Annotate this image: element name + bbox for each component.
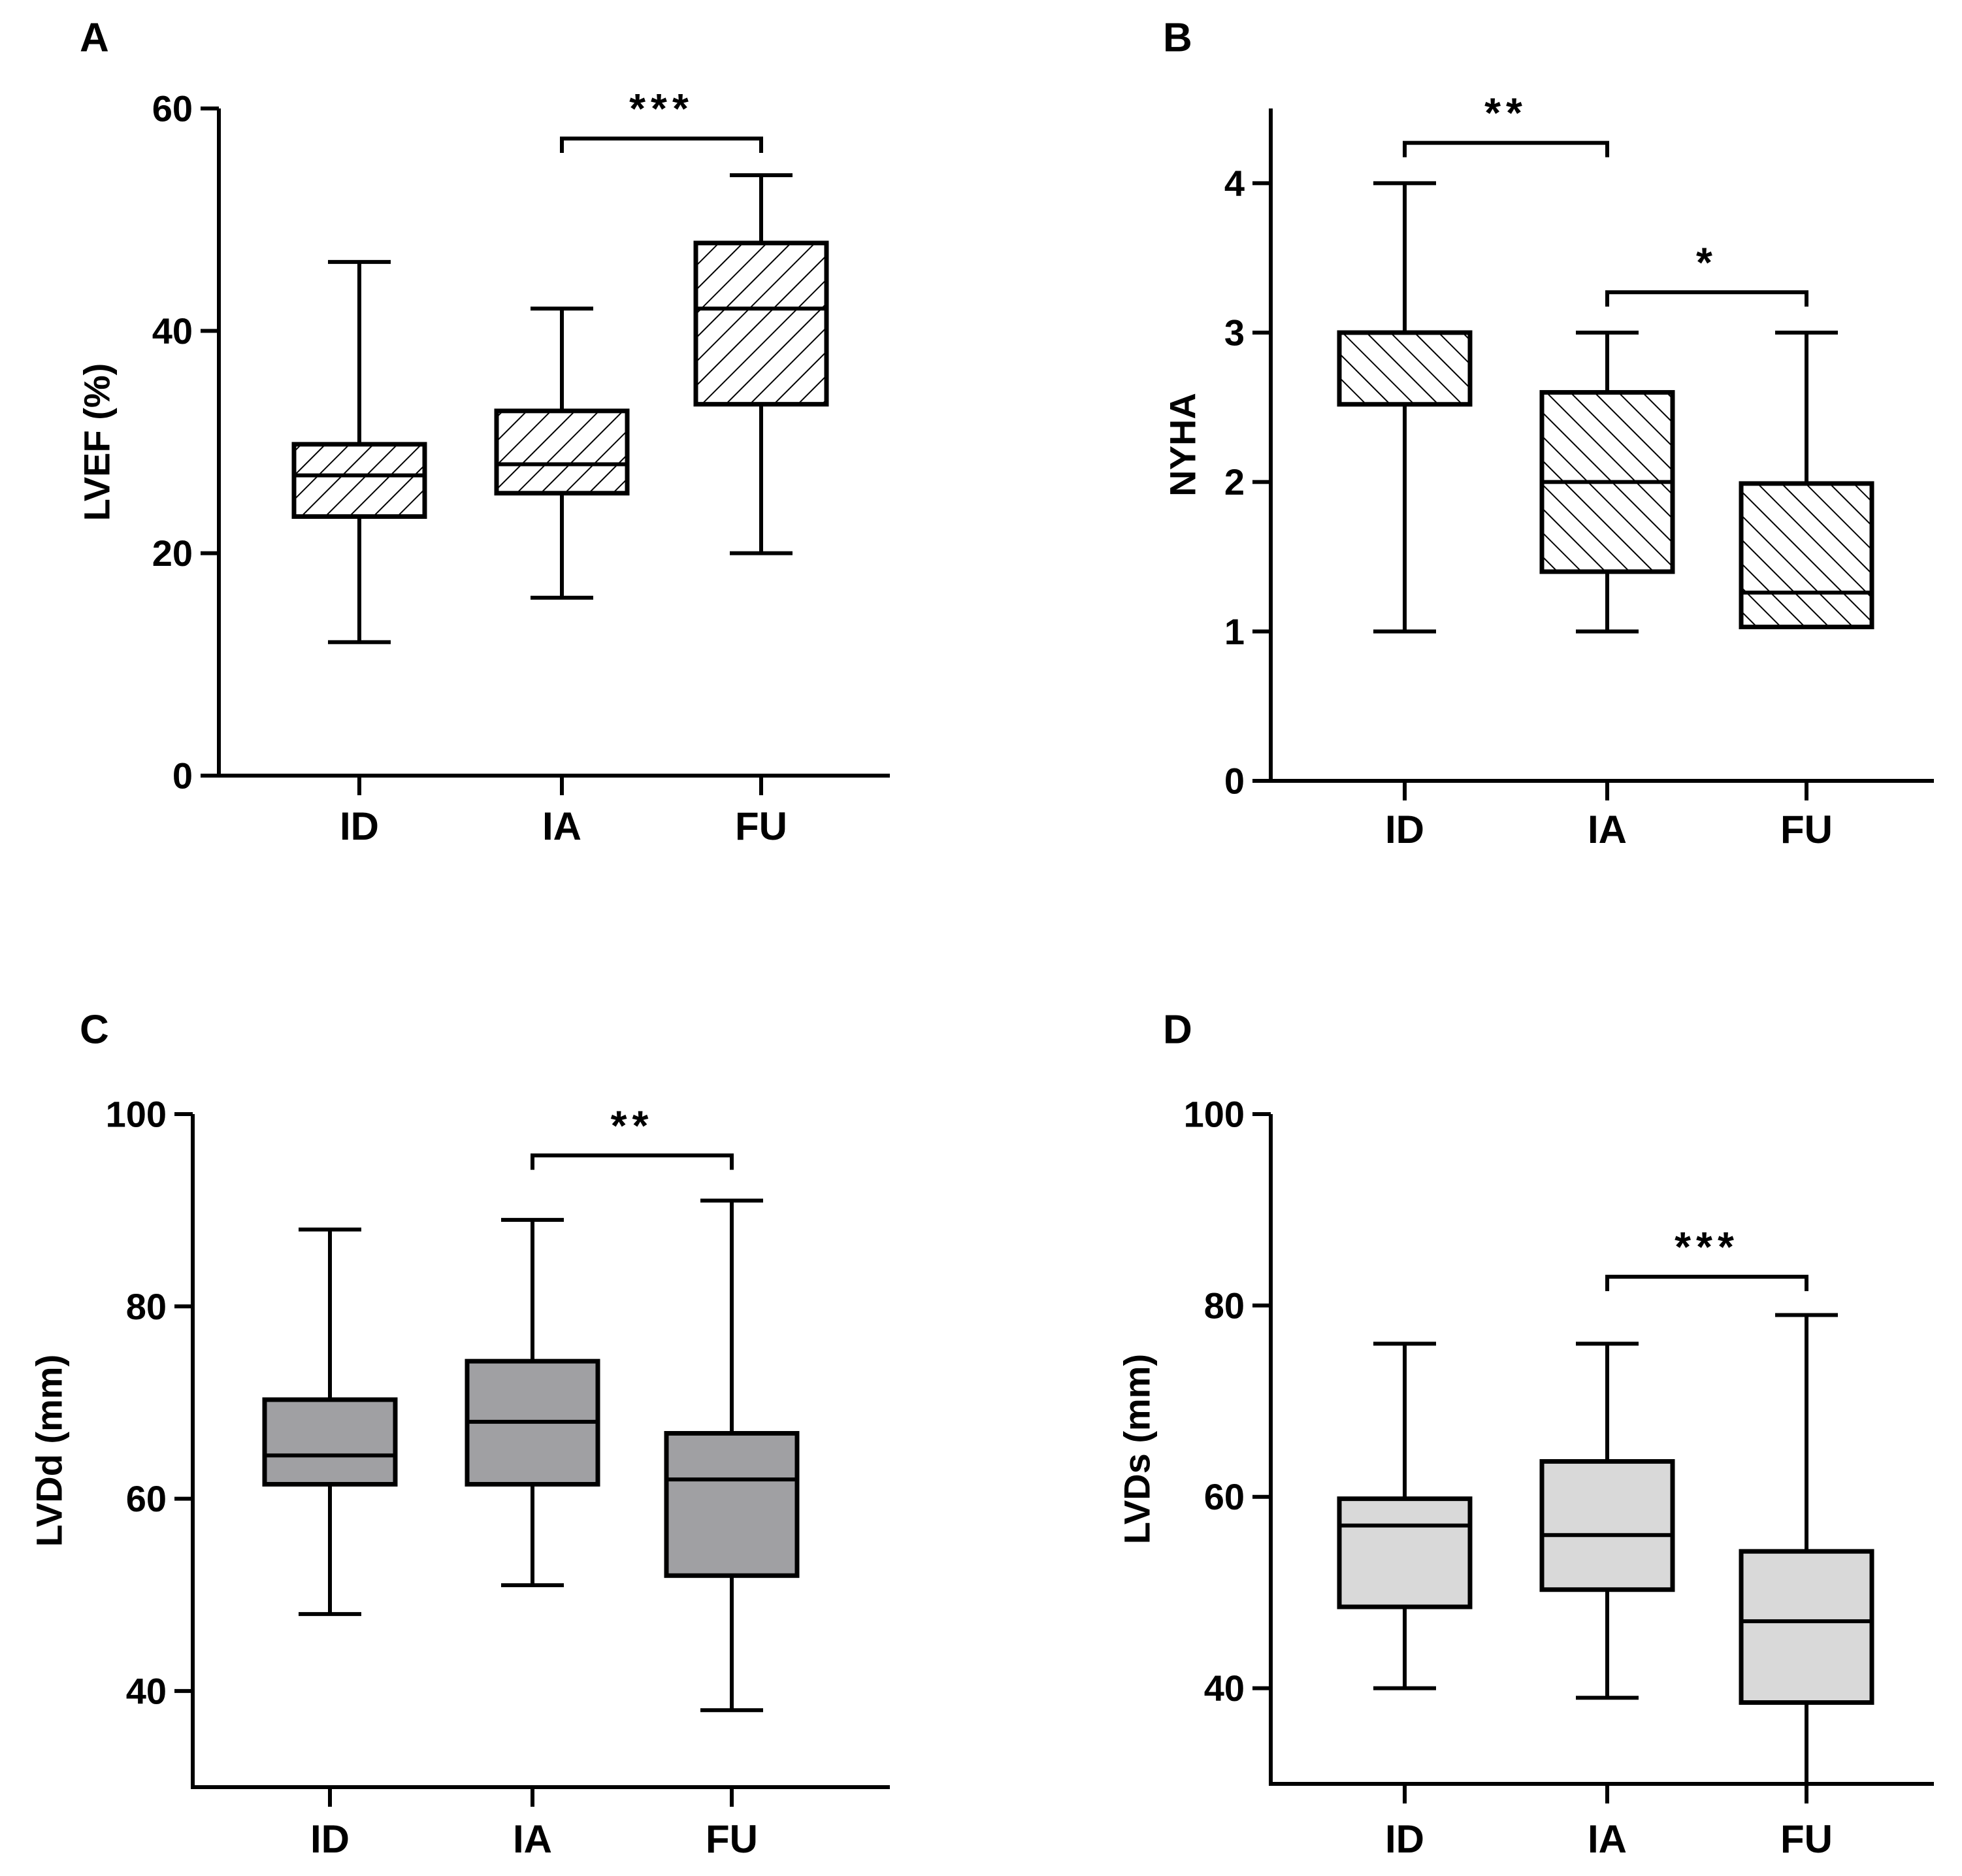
y-axis-title: LVDs (mm) [1117,1354,1158,1544]
y-tick-label: 40 [152,310,193,352]
significance-label: *** [629,85,694,132]
box-fu [1739,331,1874,629]
x-tick-label: ID [1385,1817,1424,1861]
box-fu [664,1198,800,1713]
box-ia [494,306,630,600]
y-axis-title: NYHA [1162,393,1203,497]
significance-bracket: ** [1403,90,1609,157]
y-tick-label: 1 [1224,611,1245,652]
y-tick-label: 40 [126,1670,167,1711]
y-tick-label: 40 [1204,1668,1245,1709]
x-tick-label: FU [1780,1817,1833,1861]
bracket-line [1605,290,1808,307]
significance-bracket: * [1605,239,1808,307]
significance-bracket: *** [560,85,763,153]
box-fu [693,173,829,555]
y-tick-label: 60 [126,1478,167,1519]
y-tick-label: 0 [1224,761,1245,802]
box-id [1337,181,1473,634]
significance-label: *** [1675,1223,1739,1270]
iqr-box [262,1397,398,1487]
box-id [1337,1341,1473,1690]
x-tick-label: IA [542,804,581,848]
panel-label: D [1163,1007,1192,1052]
bracket-line [1605,1274,1808,1291]
x-tick-label: FU [706,1817,758,1861]
y-tick-label: 100 [1184,1094,1245,1135]
iqr-box [1337,1496,1473,1609]
iqr-box [664,1431,800,1578]
iqr-box [1337,330,1473,407]
iqr-box [693,240,829,407]
x-tick-label: FU [1780,808,1833,851]
iqr-box [1739,1549,1874,1705]
x-tick-label: ID [310,1817,350,1861]
iqr-box [1739,481,1874,629]
panel-label: C [80,1007,109,1052]
y-tick-label: 80 [126,1286,167,1327]
y-tick-label: 4 [1224,163,1245,204]
significance-label: ** [611,1102,654,1149]
bracket-line [531,1153,734,1170]
box-id [291,259,427,644]
iqr-box [291,442,427,519]
significance-label: ** [1484,90,1528,137]
panel-label: B [1163,15,1192,60]
y-axis-title: LVEF (%) [76,363,118,521]
panel-a: A 0 20 40 60 LVEF (%) ID IA FU *** [76,15,890,848]
x-tick-label: IA [1588,1817,1627,1861]
x-tick-label: IA [513,1817,552,1861]
bracket-line [560,136,763,153]
panel-c: C 40 60 80 100 LVDd (mm) ID IA FU ** [29,1007,890,1861]
iqr-box [1539,1459,1675,1592]
bracket-line [1403,140,1609,157]
box-ia [1539,331,1675,634]
box-ia [465,1217,600,1587]
panel-d: D 40 60 80 100 LVDs (mm) ID IA FU *** [1117,1007,1934,1861]
box-ia [1539,1341,1675,1700]
iqr-box [494,408,630,496]
box-id [262,1227,398,1617]
x-tick-label: ID [1385,808,1424,851]
y-tick-label: 2 [1224,461,1245,502]
x-tick-label: FU [735,804,787,848]
y-tick-label: 60 [1204,1476,1245,1517]
significance-bracket: *** [1605,1223,1808,1291]
y-tick-label: 60 [152,88,193,129]
y-tick-label: 3 [1224,312,1245,354]
y-axis-title: LVDd (mm) [29,1355,70,1547]
y-tick-label: 20 [152,533,193,574]
y-tick-label: 100 [106,1094,167,1135]
x-tick-label: ID [340,804,379,848]
y-tick-label: 0 [172,755,193,797]
significance-bracket: ** [531,1102,734,1170]
panel-label: A [80,15,109,60]
x-tick-label: IA [1588,808,1627,851]
significance-label: * [1696,239,1718,286]
y-tick-label: 80 [1204,1285,1245,1326]
box-fu [1739,1313,1874,1786]
